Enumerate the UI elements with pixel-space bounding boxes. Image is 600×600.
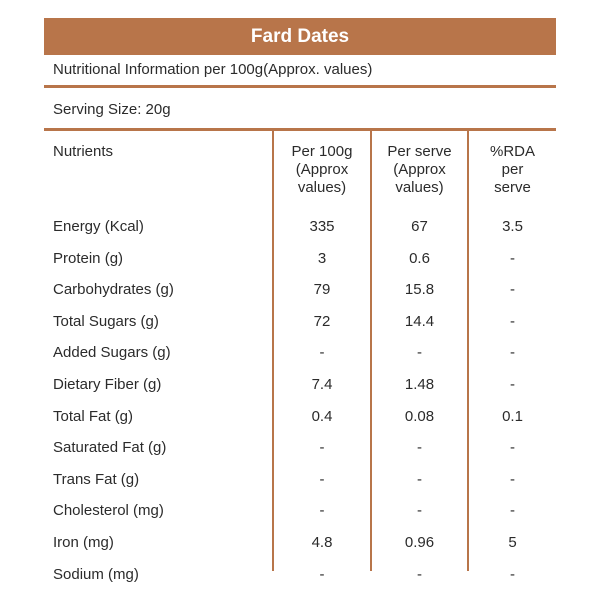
per-serve-value: 15.8 <box>404 281 435 299</box>
per-serve-value: - <box>417 502 422 520</box>
per-100g-value: - <box>319 502 325 520</box>
column-divider <box>272 131 274 571</box>
rda-value: - <box>510 470 515 488</box>
per-serve-value: 67 <box>411 218 428 235</box>
per-serve-value: - <box>417 344 422 362</box>
nutrient-name: Total Fat (g) <box>53 407 134 425</box>
table-row: Trans Fat (g) - - - <box>44 464 556 495</box>
rda-value: - <box>510 344 515 362</box>
per-serve-value: 0.08 <box>404 407 435 425</box>
per-100g-value: - <box>319 470 325 488</box>
nutrient-name: Energy (Kcal) <box>53 218 144 235</box>
header-line: serve <box>494 179 531 196</box>
per-100g-value: 7.4 <box>311 376 333 393</box>
nutrient-name: Carbohydrates (g) <box>53 281 174 299</box>
rda-value: - <box>510 502 515 520</box>
table-row: Cholesterol (mg) - - - <box>44 495 556 526</box>
nutrition-panel: Fard Dates Nutritional Information per 1… <box>44 18 556 588</box>
table-row: Energy (Kcal) 335 67 3.5 <box>44 211 556 242</box>
nutrient-name: Iron (mg) <box>53 534 114 551</box>
per-100g-value: - <box>319 439 325 457</box>
per-serve-value: - <box>417 439 422 457</box>
per-100g-value: 3 <box>317 249 327 267</box>
table-row: Carbohydrates (g) 79 15.8 - <box>44 274 556 305</box>
table-row: Dietary Fiber (g) 7.4 1.48 - <box>44 369 556 400</box>
table-row: Saturated Fat (g) - - - <box>44 432 556 463</box>
rda-value: - <box>510 439 515 457</box>
table-row: Total Fat (g) 0.4 0.08 0.1 <box>44 401 556 432</box>
nutrient-name: Sodium (mg) <box>53 565 139 583</box>
nutrient-name: Dietary Fiber (g) <box>53 376 162 393</box>
nutrient-name: Protein (g) <box>53 249 124 267</box>
per-serve-value: - <box>417 565 422 583</box>
header-per-100g: Per 100g (Approx values) <box>274 143 370 197</box>
table-row: Sodium (mg) - - - <box>44 559 556 590</box>
nutrient-name: Cholesterol (mg) <box>53 502 164 520</box>
header-line: (Approx <box>295 161 349 178</box>
rda-value: 0.1 <box>502 407 523 425</box>
rda-value: - <box>510 249 515 267</box>
per-serve-value: 1.48 <box>404 376 435 393</box>
per-serve-value: 0.6 <box>409 249 430 267</box>
header-nutrients: Nutrients <box>53 143 114 160</box>
header-line: %RDA <box>489 143 535 160</box>
per-100g-value: 0.4 <box>311 407 333 425</box>
product-title: Fard Dates <box>44 18 556 55</box>
nutrient-name: Saturated Fat (g) <box>53 439 167 457</box>
per-100g-value: - <box>319 565 325 583</box>
header-line: per <box>501 161 524 178</box>
table-row: Total Sugars (g) 72 14.4 - <box>44 306 556 337</box>
rda-value: 5 <box>508 534 517 551</box>
rda-value: - <box>510 376 515 393</box>
per-serve-value: 14.4 <box>404 312 435 330</box>
header-line: Per serve <box>387 143 452 160</box>
nutrient-name: Total Sugars (g) <box>53 312 159 330</box>
rda-value: - <box>510 281 515 299</box>
per-100g-value: 4.8 <box>311 534 333 551</box>
header-line: values) <box>395 179 444 196</box>
per-serve-value: - <box>417 470 422 488</box>
header-line: Per 100g <box>291 143 353 160</box>
nutrient-name: Trans Fat (g) <box>53 470 140 488</box>
header-rda: %RDA per serve <box>469 143 556 197</box>
header-line: (Approx <box>393 161 446 178</box>
column-divider <box>467 131 469 571</box>
per-100g-value: 72 <box>313 312 331 330</box>
serving-size: Serving Size: 20g <box>44 92 556 131</box>
per-100g-value: - <box>319 344 325 362</box>
header-line: values) <box>297 179 347 196</box>
rda-value: - <box>510 312 515 330</box>
header-per-serve: Per serve (Approx values) <box>372 143 467 197</box>
table-row: Protein (g) 3 0.6 - <box>44 243 556 274</box>
nutrient-name: Added Sugars (g) <box>53 344 171 362</box>
table-row: Added Sugars (g) - - - <box>44 337 556 368</box>
per-serve-value: 0.96 <box>404 534 435 551</box>
per-100g-value: 335 <box>309 218 335 235</box>
column-divider <box>370 131 372 571</box>
table-row: Iron (mg) 4.8 0.96 5 <box>44 527 556 558</box>
rda-value: - <box>510 565 515 583</box>
per-100g-value: 79 <box>313 281 331 299</box>
nutrition-info-line: Nutritional Information per 100g(Approx.… <box>44 55 556 88</box>
nutrition-table: Nutrients Per 100g (Approx values) Per s… <box>44 131 556 583</box>
rda-value: 3.5 <box>502 218 523 235</box>
